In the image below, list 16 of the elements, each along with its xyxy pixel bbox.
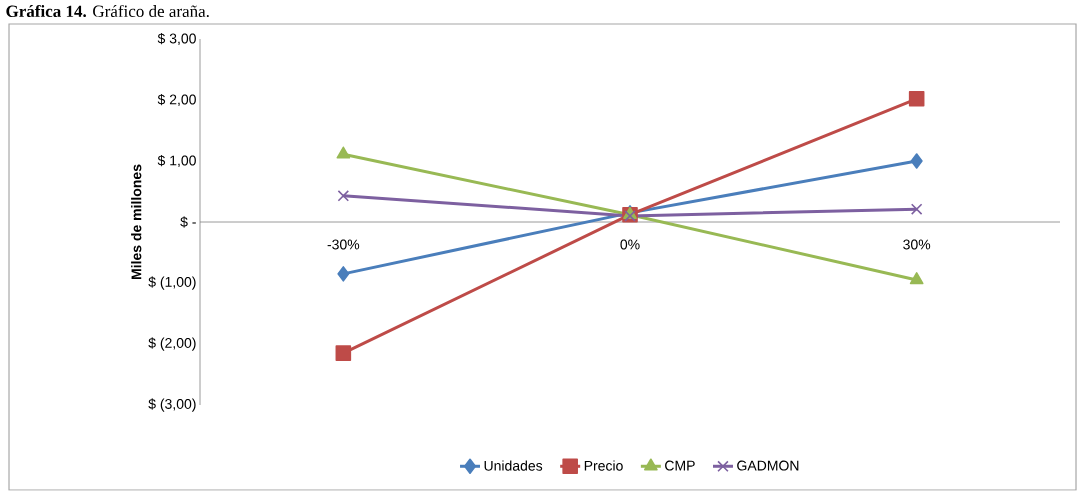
legend-label: CMP	[665, 460, 695, 471]
x-tick-label: 30%	[903, 239, 931, 250]
chart-title: Gráfica 14. Gráfico de araña.	[6, 4, 209, 18]
y-tick-label: $ (2,00)	[148, 337, 196, 351]
y-tick-label: $ 1,00	[157, 154, 196, 168]
y-tick-label: $ (1,00)	[148, 276, 196, 290]
y-tick-label: $ -	[180, 216, 196, 228]
y-axis-title: Miles de millones	[131, 164, 142, 280]
legend-label: Unidades	[484, 460, 543, 471]
y-tick-label: $ (3,00)	[148, 398, 196, 412]
y-tick-label: $ 2,00	[157, 93, 196, 107]
y-tick-label: $ 3,00	[157, 32, 196, 46]
x-tick-label: -30%	[327, 239, 360, 250]
x-tick-label: 0%	[620, 239, 640, 250]
legend-label: Precio	[584, 460, 623, 471]
legend-label: GADMON	[737, 460, 799, 471]
